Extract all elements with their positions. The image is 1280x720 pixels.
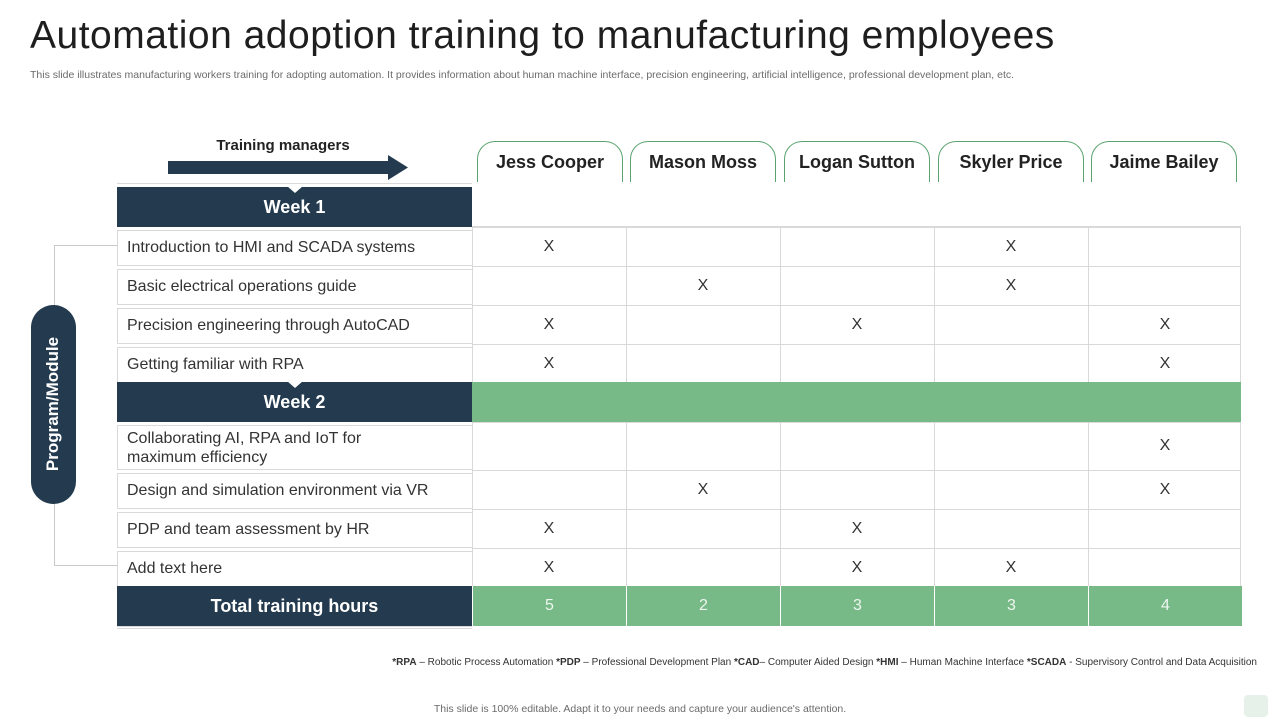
program-module-pill xyxy=(31,305,76,504)
column-divider xyxy=(934,422,935,587)
row-divider xyxy=(472,548,1241,549)
assignment-mark: X xyxy=(1005,558,1017,576)
manager-header-5: Jaime Bailey xyxy=(1091,141,1237,182)
module-label: Precision engineering through AutoCAD xyxy=(127,317,410,334)
assignment-mark: X xyxy=(697,276,709,294)
module-label: Getting familiar with RPA xyxy=(127,356,304,373)
module-label: Collaborating AI, RPA and IoT for maximu… xyxy=(127,429,362,466)
week-notch xyxy=(286,186,303,193)
column-divider xyxy=(472,422,473,587)
total-hours-value: 2 xyxy=(626,586,780,626)
total-hours-value: 3 xyxy=(934,586,1088,626)
manager-header-3: Logan Sutton xyxy=(784,141,930,182)
row-divider xyxy=(472,305,1241,306)
slide-title: Automation adoption training to manufact… xyxy=(30,14,1055,57)
column-divider xyxy=(626,227,627,383)
row-divider xyxy=(472,422,1241,423)
manager-header-2: Mason Moss xyxy=(630,141,776,182)
assignment-mark: X xyxy=(1159,480,1171,498)
module-name: Design and simulation environment via VR xyxy=(117,473,472,509)
total-hours-label: Total training hours xyxy=(117,586,472,626)
assignment-mark: X xyxy=(543,558,555,576)
column-divider xyxy=(1088,422,1089,587)
module-name: Basic electrical operations guide xyxy=(117,269,472,305)
module-label: Design and simulation environment via VR xyxy=(127,482,429,499)
module-name: Introduction to HMI and SCADA systems xyxy=(117,230,472,266)
column-divider xyxy=(780,422,781,587)
module-name: PDP and team assessment by HR xyxy=(117,512,472,548)
week-label: Week 1 xyxy=(263,196,326,217)
bracket-top xyxy=(54,245,117,246)
week-header-2: Week 2 xyxy=(117,381,472,422)
assignment-mark: X xyxy=(1159,315,1171,333)
row-divider xyxy=(117,628,472,629)
column-divider xyxy=(1240,227,1241,383)
week-label: Week 2 xyxy=(263,391,326,412)
manager-header-1: Jess Cooper xyxy=(477,141,623,182)
assignment-mark: X xyxy=(851,558,863,576)
arrow-right-icon xyxy=(168,155,408,180)
program-module-label: Program/Module xyxy=(43,336,62,472)
column-divider xyxy=(472,227,473,383)
assignment-mark: X xyxy=(851,315,863,333)
slide-footer: This slide is 100% editable. Adapt it to… xyxy=(433,703,847,715)
corner-badge xyxy=(1244,695,1268,717)
assignment-mark: X xyxy=(1005,276,1017,294)
assignment-mark: X xyxy=(851,519,863,537)
slide-subtitle: This slide illustrates manufacturing wor… xyxy=(30,69,1015,81)
row-divider xyxy=(472,509,1241,510)
assignment-mark: X xyxy=(543,237,555,255)
row-divider xyxy=(472,227,1241,228)
row-divider xyxy=(472,470,1241,471)
week-notch xyxy=(286,381,303,388)
column-divider xyxy=(626,422,627,587)
module-label: Add text here xyxy=(127,560,223,577)
total-hours-value: 5 xyxy=(472,586,626,626)
assignment-mark: X xyxy=(1005,237,1017,255)
row-divider xyxy=(472,226,1241,227)
abbreviations-footnote: *RPA – Robotic Process Automation *PDP –… xyxy=(392,657,1257,668)
total-hours-value: 3 xyxy=(780,586,934,626)
assignment-mark: X xyxy=(697,480,709,498)
training-managers-label: Training managers xyxy=(216,137,350,154)
column-divider xyxy=(1088,227,1089,383)
total-hours-value: 4 xyxy=(1088,586,1242,626)
module-name: Precision engineering through AutoCAD xyxy=(117,308,472,344)
week-header-1: Week 1 xyxy=(117,186,472,227)
week-2-green-band xyxy=(472,382,1241,422)
manager-header-4: Skyler Price xyxy=(938,141,1084,182)
column-divider xyxy=(934,227,935,383)
module-name: Add text here xyxy=(117,551,472,587)
assignment-mark: X xyxy=(1159,354,1171,372)
row-divider xyxy=(117,626,472,627)
row-divider xyxy=(117,183,472,184)
assignment-mark: X xyxy=(543,315,555,333)
module-label: PDP and team assessment by HR xyxy=(127,521,370,538)
module-name: Getting familiar with RPA xyxy=(117,347,472,383)
module-name: Collaborating AI, RPA and IoT for maximu… xyxy=(117,425,472,470)
bracket-bottom xyxy=(54,565,117,566)
module-label: Introduction to HMI and SCADA systems xyxy=(127,239,416,256)
column-divider xyxy=(1240,422,1241,587)
assignment-mark: X xyxy=(543,519,555,537)
assignment-mark: X xyxy=(1159,437,1171,454)
column-divider xyxy=(780,227,781,383)
row-divider xyxy=(472,344,1241,345)
module-label: Basic electrical operations guide xyxy=(127,278,357,295)
row-divider xyxy=(472,266,1241,267)
assignment-mark: X xyxy=(543,354,555,372)
